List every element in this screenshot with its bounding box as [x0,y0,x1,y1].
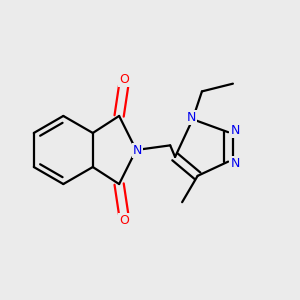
Text: N: N [230,124,240,137]
Text: O: O [119,214,129,227]
Text: O: O [119,73,129,86]
Text: N: N [186,111,196,124]
Text: N: N [133,143,142,157]
Text: N: N [230,157,240,170]
